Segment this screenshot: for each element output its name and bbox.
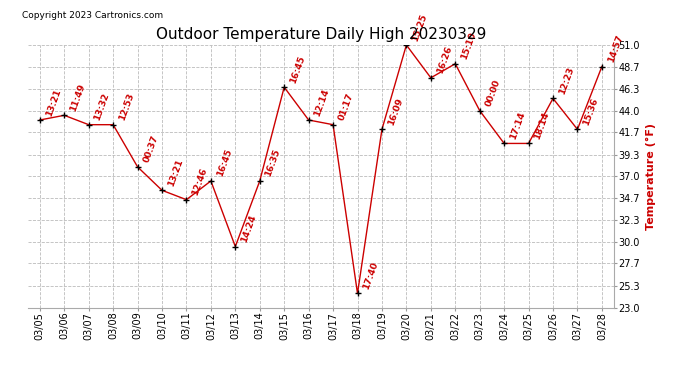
Text: 16:45: 16:45 bbox=[215, 148, 233, 178]
Text: 14:57: 14:57 bbox=[606, 34, 624, 64]
Text: 12:46: 12:46 bbox=[190, 167, 209, 197]
Text: 12:23: 12:23 bbox=[557, 66, 575, 96]
Text: 16:45: 16:45 bbox=[288, 54, 306, 84]
Text: 12:14: 12:14 bbox=[313, 87, 331, 117]
Text: 14:24: 14:24 bbox=[239, 214, 258, 244]
Text: 17:40: 17:40 bbox=[362, 261, 380, 291]
Text: 15:36: 15:36 bbox=[582, 97, 600, 127]
Text: 16:09: 16:09 bbox=[386, 97, 404, 127]
Title: Outdoor Temperature Daily High 20230329: Outdoor Temperature Daily High 20230329 bbox=[156, 27, 486, 42]
Text: 13:21: 13:21 bbox=[166, 158, 184, 188]
Text: 16:26: 16:26 bbox=[435, 45, 453, 75]
Text: 17:14: 17:14 bbox=[509, 111, 526, 141]
Text: 18:14: 18:14 bbox=[533, 111, 551, 141]
Text: 01:17: 01:17 bbox=[337, 92, 355, 122]
Text: 11:49: 11:49 bbox=[68, 82, 87, 112]
Text: 00:00: 00:00 bbox=[484, 78, 502, 108]
Text: 13:21: 13:21 bbox=[44, 87, 62, 117]
Y-axis label: Temperature (°F): Temperature (°F) bbox=[646, 123, 656, 230]
Text: 12:53: 12:53 bbox=[117, 92, 135, 122]
Text: 13:32: 13:32 bbox=[93, 92, 111, 122]
Text: 00:37: 00:37 bbox=[141, 134, 160, 164]
Text: 16:35: 16:35 bbox=[264, 148, 282, 178]
Text: Copyright 2023 Cartronics.com: Copyright 2023 Cartronics.com bbox=[22, 11, 163, 20]
Text: 15:25: 15:25 bbox=[411, 12, 428, 42]
Text: 15:10: 15:10 bbox=[460, 31, 477, 61]
